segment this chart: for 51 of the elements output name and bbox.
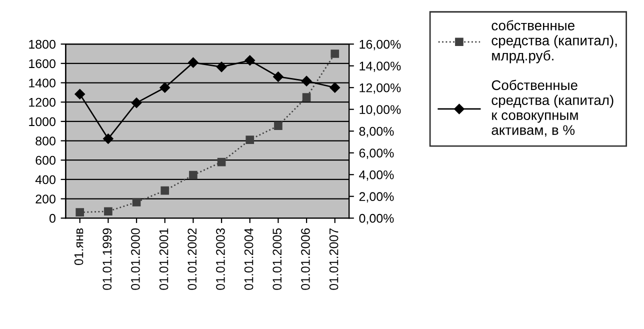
point xyxy=(273,72,284,82)
point xyxy=(246,136,254,144)
x-tick-label: 01.янв xyxy=(74,228,84,266)
y2-tick-label: 8,00% xyxy=(359,126,394,138)
y2-tick-label: 14,00% xyxy=(360,62,401,72)
y-tick-label: 800 xyxy=(36,136,56,146)
y-tick-label: 400 xyxy=(35,175,56,184)
point xyxy=(104,207,112,216)
point xyxy=(330,82,340,93)
point xyxy=(103,134,114,144)
point xyxy=(330,50,340,58)
x-tick-label: 01.01.2002 xyxy=(188,228,197,290)
y-tick-label: 1000 xyxy=(29,117,56,126)
y2-tick-label: 12,00% xyxy=(360,83,401,94)
y2-tick-label: 10,00% xyxy=(360,105,401,116)
y-tick-label: 200 xyxy=(36,194,56,204)
y2-tick-label: 6,00% xyxy=(359,148,394,159)
point xyxy=(189,170,198,180)
x-tick-label: 01.01.2003 xyxy=(216,228,225,290)
y-tick-label: 1200 xyxy=(29,98,56,107)
point xyxy=(274,122,282,130)
point xyxy=(188,57,198,68)
y2-tick-label: 4,00% xyxy=(359,170,394,181)
point xyxy=(74,89,85,100)
y-tick-label: 600 xyxy=(36,156,56,165)
x-tick-label: 01.01.2007 xyxy=(329,228,338,290)
point xyxy=(216,62,227,72)
point xyxy=(302,93,311,102)
point xyxy=(301,76,312,86)
x-tick-label: 01.01.1999 xyxy=(102,228,112,290)
legend-label: Собственные средства (капитал) к совокупным активам, в % xyxy=(492,80,614,137)
point xyxy=(132,198,141,206)
y2-tick-label: 2,00% xyxy=(359,192,394,202)
point xyxy=(160,186,170,195)
y2-tick-label: 0,00% xyxy=(359,214,394,224)
y-tick-label: 0 xyxy=(50,214,56,223)
x-tick-label: 01.01.2004 xyxy=(244,228,254,290)
point xyxy=(160,82,170,93)
point xyxy=(217,158,226,166)
x-tick-label: 01.01.2001 xyxy=(159,228,168,290)
x-tick-label: 01.01.2005 xyxy=(272,228,282,290)
point xyxy=(76,208,84,216)
y-tick-label: 1400 xyxy=(29,78,56,88)
y-tick-label: 1600 xyxy=(29,59,56,68)
x-tick-label: 01.01.2000 xyxy=(131,228,140,290)
point xyxy=(244,55,255,66)
point xyxy=(131,98,142,108)
y2-tick-label: 16,00% xyxy=(360,40,401,50)
legend-label: собственные средства (капитал), млрд.руб. xyxy=(492,20,617,64)
x-tick-label: 01.01.2006 xyxy=(301,228,310,290)
y-tick-label: 1800 xyxy=(29,40,56,49)
